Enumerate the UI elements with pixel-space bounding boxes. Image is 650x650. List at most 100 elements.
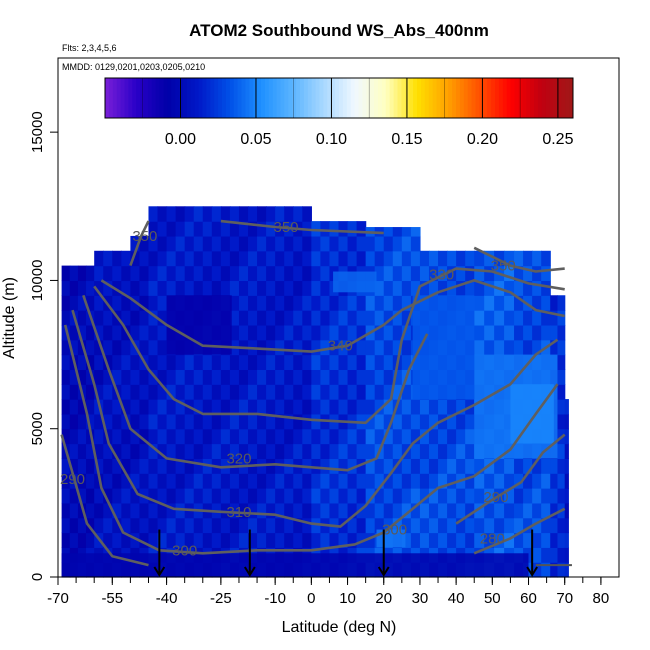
heatmap-cell [320, 458, 331, 474]
heatmap-cell [157, 473, 168, 489]
colorbar-segment [280, 78, 285, 118]
heatmap-cell [275, 399, 285, 415]
heatmap-cell [484, 280, 495, 296]
heatmap-cell [220, 369, 231, 385]
colorbar-segment [206, 78, 211, 118]
heatmap-cell [130, 458, 141, 474]
heatmap-cell [257, 339, 267, 356]
heatmap-cell [103, 488, 113, 504]
contour-line-310 [71, 309, 559, 528]
heatmap-cell [564, 428, 569, 445]
heatmap-cell [392, 280, 403, 296]
heatmap-cell [401, 339, 412, 356]
heatmap-cell [311, 369, 321, 385]
heatmap-cell [438, 502, 448, 519]
colorbar-segment [194, 78, 200, 118]
heatmap-cell [257, 250, 267, 267]
heatmap-cell [329, 473, 340, 489]
heatmap-cell [374, 399, 385, 415]
colorbar-segment [108, 78, 114, 118]
heatmap-cell [175, 206, 186, 222]
heatmap-cell [229, 280, 240, 296]
heatmap-cell [347, 443, 358, 459]
heatmap-cell [347, 488, 358, 504]
heatmap-cell [148, 443, 159, 459]
heatmap-cell [229, 324, 240, 341]
heatmap-cell [365, 295, 376, 311]
heatmap-cell [428, 265, 439, 282]
heatmap-cell [193, 384, 204, 400]
colorbar-segment [339, 78, 344, 118]
heatmap-cell [541, 250, 551, 267]
heatmap-cell [410, 250, 421, 267]
heatmap-cell [86, 265, 95, 282]
heatmap-cell [311, 265, 321, 282]
heatmap-cell [61, 354, 71, 370]
heatmap-cell [166, 428, 177, 445]
heatmap-cell [112, 502, 122, 519]
heatmap-cell [541, 458, 551, 474]
heatmap-cell [557, 295, 566, 311]
x-tick-label: 60 [520, 590, 537, 607]
colorbar-segment [147, 78, 153, 118]
heatmap-cell [284, 324, 294, 341]
heatmap-cell [383, 413, 394, 430]
heatmap-cell [474, 280, 485, 296]
contour-label-320: 320 [226, 450, 251, 467]
heatmap-cell [211, 413, 222, 430]
heatmap-cell [275, 473, 285, 489]
heatmap-cell [148, 295, 159, 311]
heatmap-cell [550, 488, 559, 504]
heatmap-cell [311, 488, 321, 504]
heatmap-cell [148, 250, 159, 267]
heatmap-cell [456, 517, 466, 534]
heatmap-cell [61, 339, 71, 356]
heatmap-cell [557, 517, 566, 534]
colorbar-segment [510, 78, 515, 118]
heatmap-cell [211, 443, 222, 459]
heatmap-cell [94, 384, 104, 400]
heatmap-cell [374, 458, 385, 474]
heatmap-cell [220, 473, 231, 489]
heatmap-cell [248, 354, 258, 370]
heatmap-cell [275, 502, 285, 519]
heatmap-cell [229, 488, 240, 504]
heatmap-cell [248, 428, 258, 445]
heatmap-cell [211, 384, 222, 400]
heatmap-cell [211, 369, 222, 385]
heatmap-cell [69, 265, 79, 282]
heatmap-cell [148, 280, 159, 296]
heatmap-cell [121, 458, 131, 474]
heatmap-cell [184, 428, 195, 445]
heatmap-cell [293, 295, 303, 311]
chart-title: ATOM2 Southbound WS_Abs_400nm [189, 21, 489, 40]
heatmap-cell [401, 458, 412, 474]
heatmap-cell [514, 458, 524, 474]
heatmap-cell [320, 324, 331, 341]
heatmap-cell [438, 399, 448, 415]
heatmap-cell [193, 443, 204, 459]
heatmap-cell [166, 265, 177, 282]
colorbar-segment [331, 78, 336, 118]
heatmap-cell [356, 369, 367, 385]
heatmap-cell [484, 324, 495, 341]
colorbar-segment [116, 78, 122, 118]
heatmap-cell [447, 250, 457, 267]
colorbar-segment [479, 78, 484, 118]
heatmap-cell [257, 384, 267, 400]
heatmap-cell [266, 502, 276, 519]
heatmap-cell [238, 280, 249, 296]
heatmap-cell [383, 488, 394, 504]
heatmap-cell [474, 473, 485, 489]
heatmap-cell [494, 339, 505, 356]
contour-line-350 [473, 246, 565, 273]
colorbar-segment [545, 78, 551, 118]
heatmap-cell [157, 250, 168, 267]
heatmap-cell [365, 339, 376, 356]
heatmap-cell [494, 473, 505, 489]
colorbar-segment [456, 78, 461, 118]
heatmap-cell [175, 250, 186, 267]
heatmap-cell [365, 310, 376, 326]
y-tick-label: 15000 [29, 111, 46, 153]
heatmap-cell [504, 517, 515, 534]
